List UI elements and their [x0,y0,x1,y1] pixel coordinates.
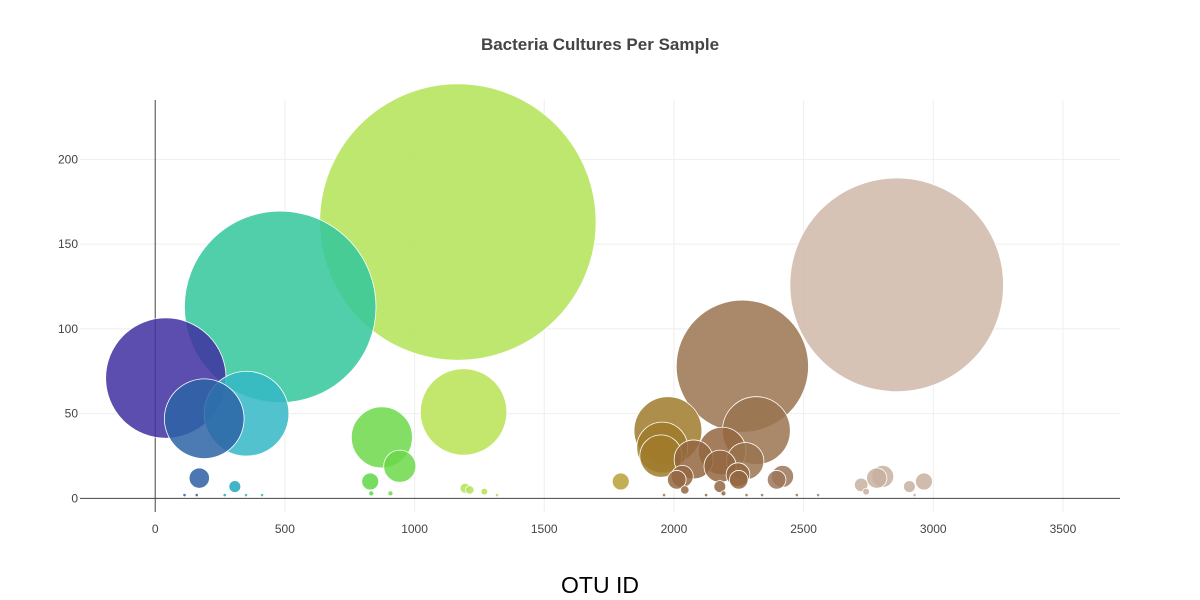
tick-labels: 0 500 1000 1500 2000 2500 3000 3500 0 50 100 150 200 [58,152,1077,536]
x-tick-label: 0 [152,522,159,536]
bubble-point[interactable] [794,492,799,498]
bubble-point[interactable] [259,492,265,498]
y-tick-label: 200 [58,152,78,166]
bubble-point[interactable] [912,492,917,498]
bubble-point[interactable] [163,378,245,459]
x-tick-label: 1000 [401,522,428,536]
bubble-point[interactable] [703,492,709,498]
bubble-point[interactable] [387,490,394,497]
bubble-point[interactable] [465,485,475,495]
bubble-point[interactable] [720,490,727,497]
bubble-point[interactable] [766,470,787,490]
y-tick-label: 150 [58,237,78,251]
bubble-point[interactable] [744,492,749,498]
x-tick-label: 2000 [661,522,688,536]
chart-title: Bacteria Cultures Per Sample [481,35,719,54]
x-axis-label: OTU ID [561,572,639,598]
y-tick-label: 100 [58,322,78,336]
bubble-point[interactable] [361,472,380,491]
bubble-point[interactable] [789,177,1004,393]
bubble-point[interactable] [816,492,821,498]
bubble-point[interactable] [480,487,489,496]
bubble-point[interactable] [759,492,765,498]
bubble-point[interactable] [611,472,630,491]
bubble-point[interactable] [419,368,508,456]
axes [80,100,1120,512]
bubble-point[interactable] [713,480,727,493]
y-tick-label: 50 [65,407,79,421]
bubbles [105,83,1004,498]
bubble-point[interactable] [680,485,690,495]
x-tick-label: 3500 [1050,522,1077,536]
bubble-point[interactable] [866,467,888,489]
y-tick-label: 0 [71,491,78,505]
bubble-point[interactable] [368,490,375,497]
bubble-point[interactable] [188,467,210,489]
x-tick-label: 500 [275,522,295,536]
bubble-point[interactable] [661,492,667,498]
bubble-point[interactable] [383,449,417,483]
bubble-point[interactable] [194,492,199,498]
bubble-point[interactable] [915,472,933,491]
bubble-point[interactable] [222,492,227,498]
bubble-point[interactable] [228,480,242,493]
bubble-point[interactable] [862,487,870,496]
bubble-point[interactable] [903,480,916,493]
bubble-point[interactable] [243,492,249,498]
bubble-point[interactable] [182,492,187,498]
bubble-point[interactable] [494,492,500,498]
x-tick-label: 1500 [531,522,558,536]
x-tick-label: 2500 [790,522,817,536]
bubble-point[interactable] [729,470,749,490]
x-tick-label: 3000 [920,522,947,536]
bubble-point[interactable] [667,470,687,490]
